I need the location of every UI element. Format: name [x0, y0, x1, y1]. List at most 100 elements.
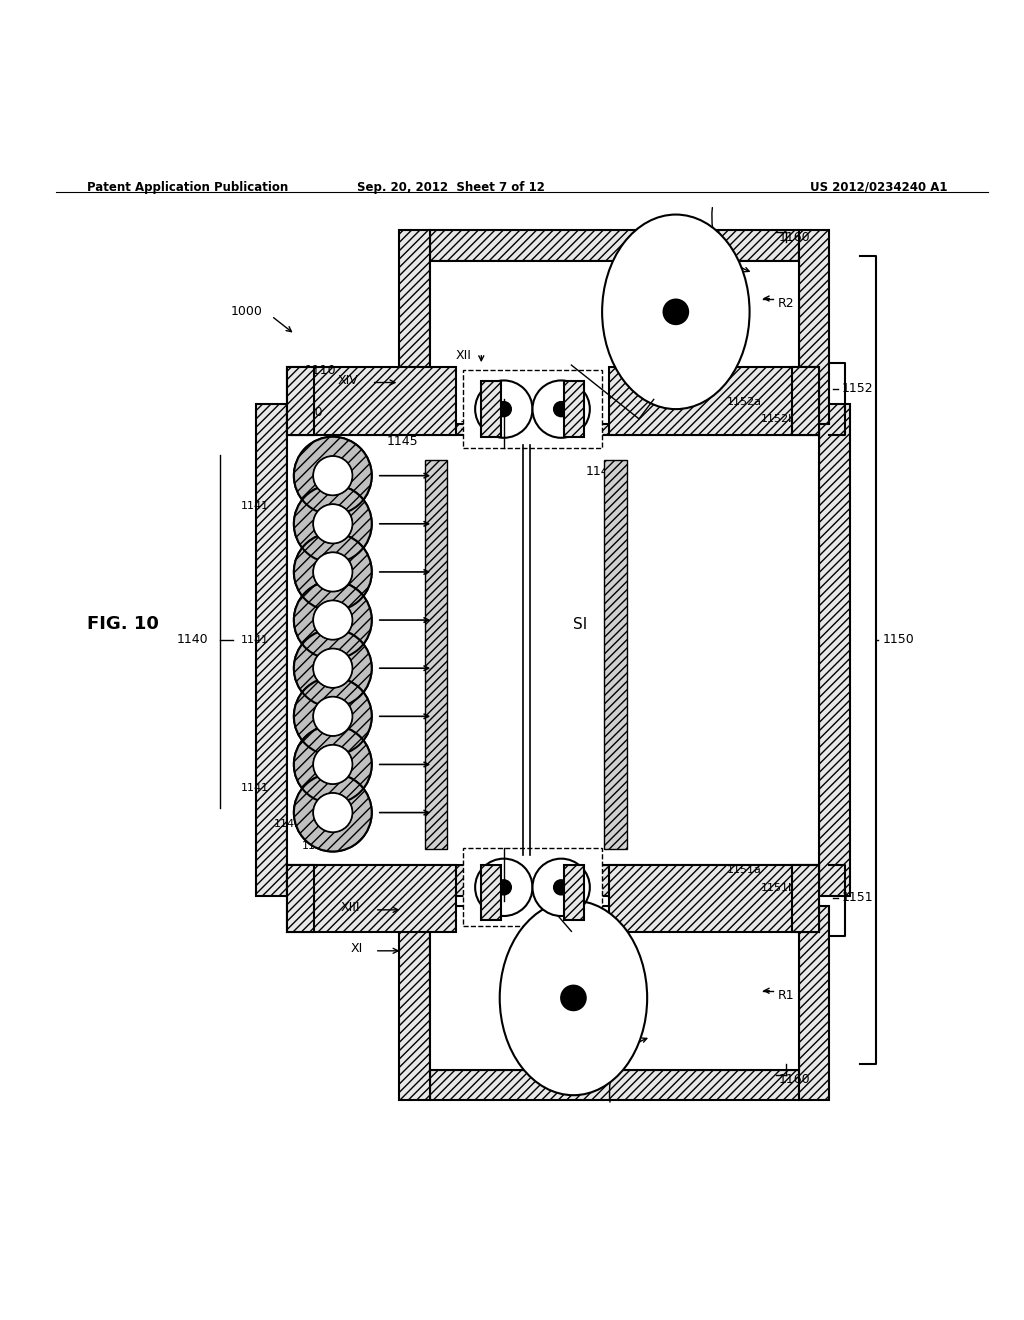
- Wedge shape: [294, 484, 372, 562]
- Text: 30: 30: [459, 420, 475, 433]
- Text: 1152a: 1152a: [727, 397, 762, 407]
- Text: Patent Application Publication: Patent Application Publication: [87, 181, 289, 194]
- Text: 1145: 1145: [387, 436, 419, 449]
- Text: XIV: XIV: [338, 374, 358, 387]
- Circle shape: [497, 880, 511, 895]
- Circle shape: [294, 726, 372, 804]
- Text: 1151: 1151: [842, 891, 873, 904]
- Circle shape: [294, 774, 372, 851]
- Circle shape: [554, 403, 568, 416]
- Text: XIII: XIII: [341, 902, 360, 915]
- Text: 1152b: 1152b: [761, 414, 796, 424]
- Circle shape: [294, 484, 372, 562]
- Circle shape: [313, 504, 352, 544]
- Circle shape: [313, 793, 352, 832]
- Text: R2: R2: [778, 297, 795, 310]
- Wedge shape: [294, 533, 372, 611]
- Text: 1142: 1142: [273, 818, 302, 829]
- Circle shape: [313, 504, 352, 544]
- Circle shape: [313, 457, 352, 495]
- Circle shape: [313, 648, 352, 688]
- Text: FIG. 10: FIG. 10: [87, 615, 159, 634]
- Bar: [609, 865, 819, 932]
- Circle shape: [294, 533, 372, 611]
- Bar: [609, 367, 819, 434]
- Text: 1151b: 1151b: [761, 883, 796, 894]
- Circle shape: [532, 380, 590, 438]
- Ellipse shape: [500, 900, 647, 1096]
- Wedge shape: [294, 726, 372, 804]
- Circle shape: [497, 403, 511, 416]
- Bar: [287, 434, 819, 865]
- Bar: [481, 865, 501, 920]
- Circle shape: [313, 601, 352, 639]
- Circle shape: [313, 697, 352, 735]
- Bar: [287, 865, 314, 932]
- Bar: [287, 865, 456, 932]
- Bar: [287, 367, 456, 434]
- Bar: [425, 461, 447, 850]
- Wedge shape: [294, 437, 372, 515]
- Circle shape: [313, 601, 352, 639]
- Circle shape: [561, 986, 586, 1010]
- Circle shape: [664, 300, 688, 325]
- Circle shape: [313, 648, 352, 688]
- Text: 1160: 1160: [778, 231, 810, 244]
- Circle shape: [313, 744, 352, 784]
- Text: 1151a: 1151a: [727, 865, 762, 875]
- Text: XI: XI: [350, 942, 362, 956]
- Text: US 2012/0234240 A1: US 2012/0234240 A1: [810, 181, 947, 194]
- Text: 1110: 1110: [305, 364, 337, 376]
- Bar: [399, 230, 430, 425]
- Bar: [399, 906, 430, 1101]
- Circle shape: [313, 793, 352, 832]
- Wedge shape: [294, 581, 372, 659]
- Circle shape: [294, 581, 372, 659]
- Bar: [463, 849, 602, 927]
- Wedge shape: [294, 677, 372, 755]
- Bar: [604, 461, 627, 850]
- Circle shape: [313, 457, 352, 495]
- Bar: [287, 367, 314, 434]
- Text: 1141: 1141: [241, 502, 268, 511]
- Text: 1120: 1120: [302, 841, 330, 851]
- Bar: [792, 865, 819, 932]
- Circle shape: [294, 677, 372, 755]
- Text: R1: R1: [778, 990, 795, 1002]
- Circle shape: [313, 553, 352, 591]
- Bar: [481, 381, 501, 437]
- Text: SI: SI: [573, 616, 588, 632]
- Bar: [564, 865, 584, 920]
- Bar: [430, 230, 799, 260]
- Circle shape: [313, 744, 352, 784]
- Ellipse shape: [602, 215, 750, 409]
- Bar: [430, 260, 799, 425]
- Text: Sep. 20, 2012  Sheet 7 of 12: Sep. 20, 2012 Sheet 7 of 12: [356, 181, 545, 194]
- Text: 1150: 1150: [883, 634, 914, 645]
- Bar: [799, 906, 829, 1101]
- Text: 1141: 1141: [241, 783, 268, 793]
- Text: 1160: 1160: [778, 1073, 810, 1086]
- Circle shape: [475, 380, 532, 438]
- Bar: [430, 906, 799, 1069]
- Circle shape: [313, 697, 352, 735]
- Circle shape: [313, 553, 352, 591]
- Text: XII: XII: [456, 350, 472, 363]
- Circle shape: [475, 858, 532, 916]
- Wedge shape: [294, 630, 372, 708]
- Bar: [256, 404, 287, 895]
- Wedge shape: [294, 774, 372, 851]
- Bar: [463, 370, 602, 447]
- Text: 1000: 1000: [230, 305, 262, 318]
- Bar: [430, 1069, 799, 1101]
- Bar: [799, 230, 829, 425]
- Bar: [287, 865, 819, 895]
- Bar: [819, 404, 850, 895]
- Text: 1141: 1141: [241, 635, 268, 644]
- Text: 1152: 1152: [842, 383, 873, 395]
- Text: 1145: 1145: [586, 465, 617, 478]
- Circle shape: [294, 437, 372, 515]
- Bar: [287, 404, 819, 434]
- Circle shape: [554, 880, 568, 895]
- Text: 1140: 1140: [177, 634, 209, 645]
